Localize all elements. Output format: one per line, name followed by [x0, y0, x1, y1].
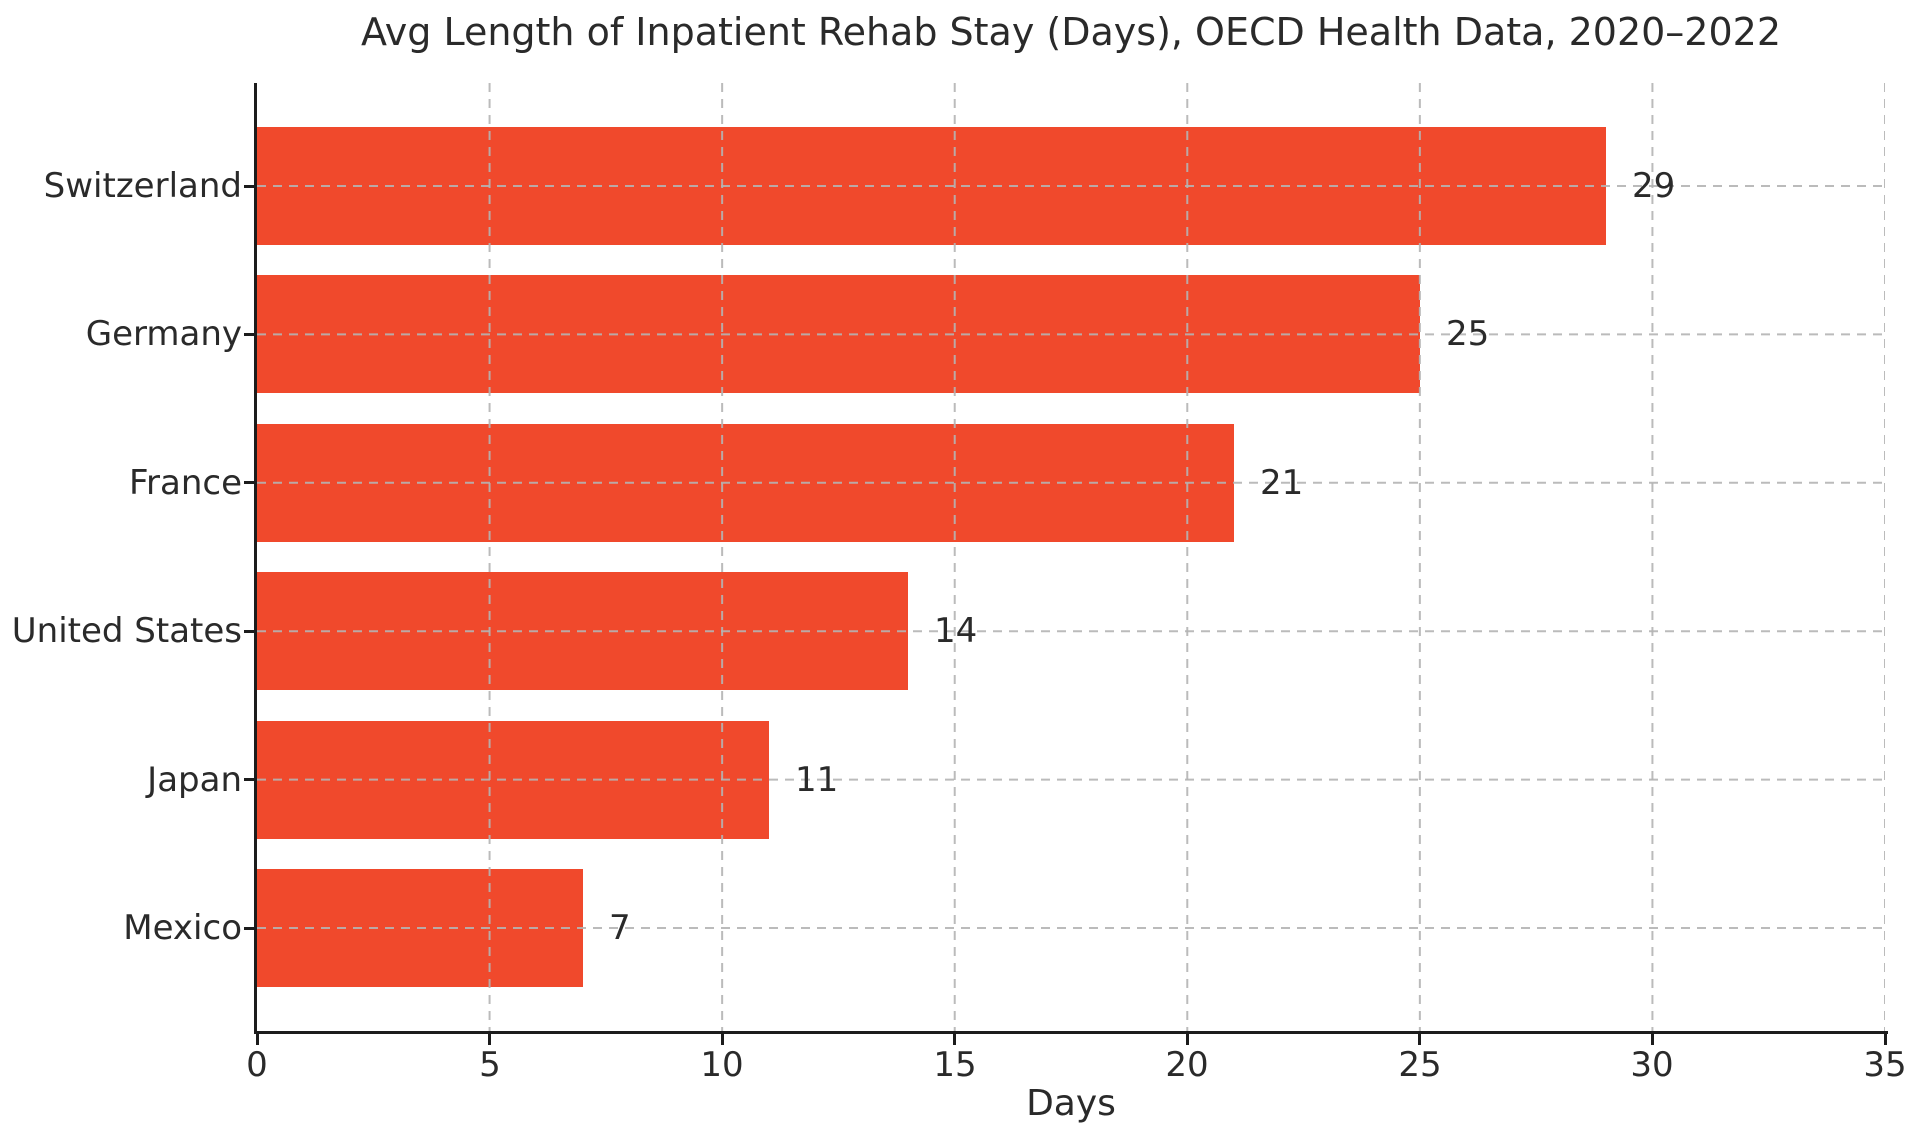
x-tick-mark [488, 1034, 491, 1045]
y-tick-mark [244, 778, 254, 781]
x-tick-mark [1186, 1034, 1189, 1045]
bar-value-label: 11 [795, 760, 839, 800]
y-tick-label: France [128, 463, 242, 503]
y-tick-mark [244, 630, 254, 633]
bar-japan [257, 721, 769, 839]
bar-value-label: 21 [1260, 463, 1304, 503]
x-tick-mark [1884, 1034, 1887, 1045]
chart-title: Avg Length of Inpatient Rehab Stay (Days… [360, 10, 1782, 54]
x-tick-label: 0 [246, 1045, 268, 1085]
bar-value-label: 7 [609, 908, 631, 948]
x-tick-label: 25 [1398, 1045, 1442, 1085]
bar-value-label: 29 [1632, 166, 1676, 206]
x-tick-label: 35 [1863, 1045, 1907, 1085]
x-tick-mark [1651, 1034, 1654, 1045]
x-tick-mark [1418, 1034, 1421, 1045]
bar-switzerland [257, 127, 1606, 245]
x-axis-spine [254, 1031, 1888, 1034]
x-tick-label: 5 [479, 1045, 501, 1085]
x-tick-label: 20 [1165, 1045, 1209, 1085]
x-axis-label: Days [1026, 1083, 1116, 1124]
y-tick-label: Germany [85, 314, 242, 354]
x-tick-label: 30 [1630, 1045, 1674, 1085]
y-tick-mark [244, 185, 254, 188]
x-tick-mark [953, 1034, 956, 1045]
y-tick-label: Switzerland [43, 166, 242, 206]
y-tick-mark [244, 481, 254, 484]
x-tick-label: 10 [700, 1045, 744, 1085]
bar-value-label: 25 [1446, 314, 1490, 354]
x-tick-mark [721, 1034, 724, 1045]
y-tick-mark [244, 333, 254, 336]
y-axis-spine [254, 83, 257, 1034]
plot-area: 29 25 21 14 11 7 [257, 83, 1885, 1031]
bar-france [257, 424, 1234, 542]
bar-united-states [257, 572, 908, 690]
x-tick-label: 15 [933, 1045, 977, 1085]
bar-germany [257, 275, 1420, 393]
y-tick-label: Mexico [123, 908, 242, 948]
y-tick-label: United States [11, 611, 242, 651]
y-tick-mark [244, 927, 254, 930]
bar-value-label: 14 [934, 611, 978, 651]
bar-mexico [257, 869, 583, 987]
x-tick-mark [256, 1034, 259, 1045]
y-tick-label: Japan [147, 760, 242, 800]
